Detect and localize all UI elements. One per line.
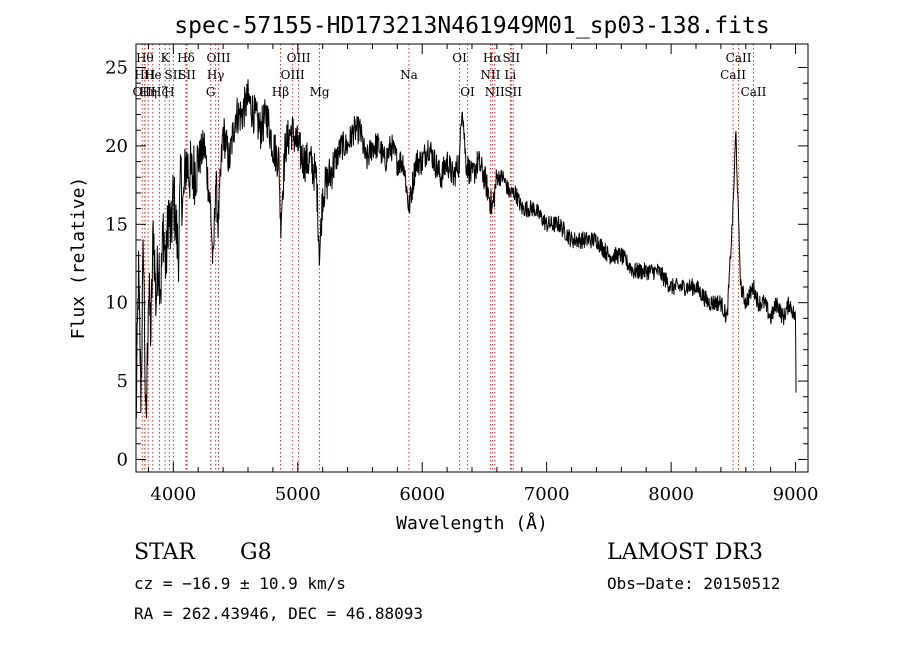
x-tick-label: 7000 xyxy=(524,484,570,505)
line-marker-label: OII xyxy=(133,85,153,99)
y-tick-label: 5 xyxy=(117,371,128,392)
line-marker-label: HH xyxy=(134,68,155,82)
line-marker-label: Hα xyxy=(483,51,502,65)
y-tick-label: 25 xyxy=(105,58,128,79)
line-marker-label: CaII xyxy=(726,51,752,65)
line-markers xyxy=(141,44,754,472)
line-marker-label: SII xyxy=(178,68,196,82)
coordinates: RA = 262.43946, DEC = 46.88093 xyxy=(134,604,423,623)
line-marker-label: NII xyxy=(480,68,500,82)
line-marker-label: K xyxy=(161,51,171,65)
line-marker-label: SII xyxy=(504,85,522,99)
line-marker-label: Hβ xyxy=(272,85,289,99)
line-marker-label: Hγ xyxy=(207,68,225,82)
line-marker-label: OI xyxy=(452,51,467,65)
line-marker-label: SII xyxy=(502,51,520,65)
object-class: STAR xyxy=(134,540,195,565)
spectrum-line xyxy=(135,79,797,419)
line-marker-label: G xyxy=(206,85,216,99)
line-marker-label: CaII xyxy=(720,68,746,82)
marker-labels: OII Hθ HH Hη He Hζ K H SII Hδ SII G Hγ OIII Hβ OIII OIII… xyxy=(133,51,767,99)
line-marker-label: SII xyxy=(164,68,182,82)
x-tick-label: 8000 xyxy=(648,484,694,505)
y-tick-label: 10 xyxy=(105,293,128,314)
y-axis-label: Flux (relative) xyxy=(68,177,89,340)
line-marker-label: OI xyxy=(460,85,475,99)
x-axis-label: Wavelength (Å) xyxy=(396,512,548,534)
x-tick-label: 6000 xyxy=(399,484,445,505)
series-layer xyxy=(135,79,797,419)
y-tick-label: 0 xyxy=(117,449,128,470)
line-marker-label: OIII xyxy=(281,68,305,82)
redshift-cz: cz = −16.9 ± 10.9 km/s xyxy=(134,574,346,593)
line-marker-label: Li xyxy=(504,68,516,82)
line-marker-label: He xyxy=(144,68,162,82)
object-subclass: G8 xyxy=(240,540,272,565)
line-marker-label: Hδ xyxy=(177,51,195,65)
y-tick-label: 15 xyxy=(105,214,128,235)
line-marker-label: Hη xyxy=(139,85,157,99)
line-marker-label: Hζ xyxy=(151,85,168,99)
line-marker-label: OIII xyxy=(206,51,230,65)
line-marker-label: NII xyxy=(485,85,505,99)
line-marker-label: Na xyxy=(400,68,418,82)
line-marker-label: CaII xyxy=(741,85,767,99)
chart-title: spec-57155-HD173213N461949M01_sp03-138.f… xyxy=(174,13,769,39)
x-tick-label: 9000 xyxy=(773,484,819,505)
y-tick-label: 20 xyxy=(105,136,128,157)
line-marker-label: Hθ xyxy=(136,51,154,65)
x-tick-label: 4000 xyxy=(150,484,196,505)
axis-ticks: 4000 5000 6000 7000 8000 9000 0 5 10 15 20 25 xyxy=(105,44,818,505)
observation-date: Obs−Date: 20150512 xyxy=(607,574,781,593)
x-tick-label: 5000 xyxy=(275,484,321,505)
survey-name: LAMOST DR3 xyxy=(607,540,763,565)
line-marker-label: Mg xyxy=(310,85,330,99)
line-marker-label: H xyxy=(164,85,174,99)
line-marker-label: OIII xyxy=(287,51,311,65)
